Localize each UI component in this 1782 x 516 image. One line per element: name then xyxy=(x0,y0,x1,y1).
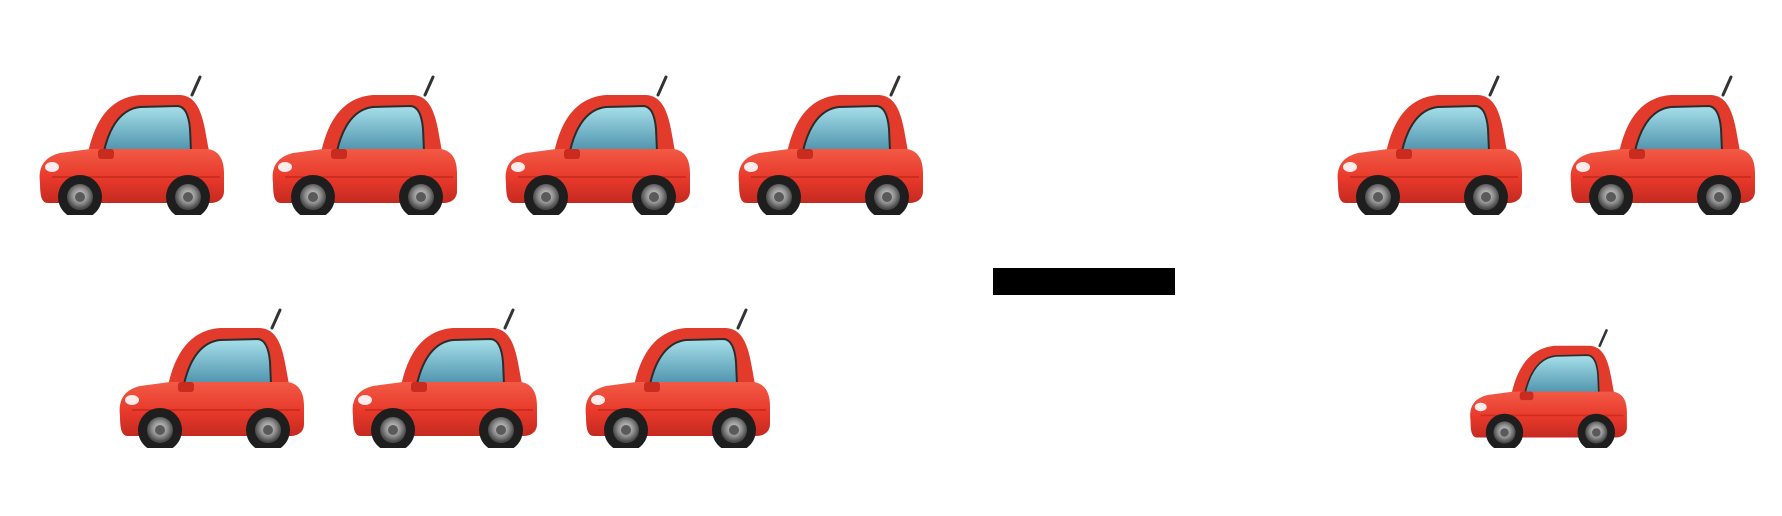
red-car-icon xyxy=(729,65,929,215)
red-car-icon xyxy=(263,65,463,215)
red-car-icon xyxy=(496,65,696,215)
red-car-icon xyxy=(576,298,776,448)
red-car-icon xyxy=(343,298,543,448)
red-car-icon xyxy=(30,65,230,215)
red-car-icon xyxy=(110,298,310,448)
minus-sign xyxy=(993,268,1175,295)
red-car-icon xyxy=(1462,320,1632,448)
red-car-icon xyxy=(1561,65,1761,215)
red-car-icon xyxy=(1328,65,1528,215)
